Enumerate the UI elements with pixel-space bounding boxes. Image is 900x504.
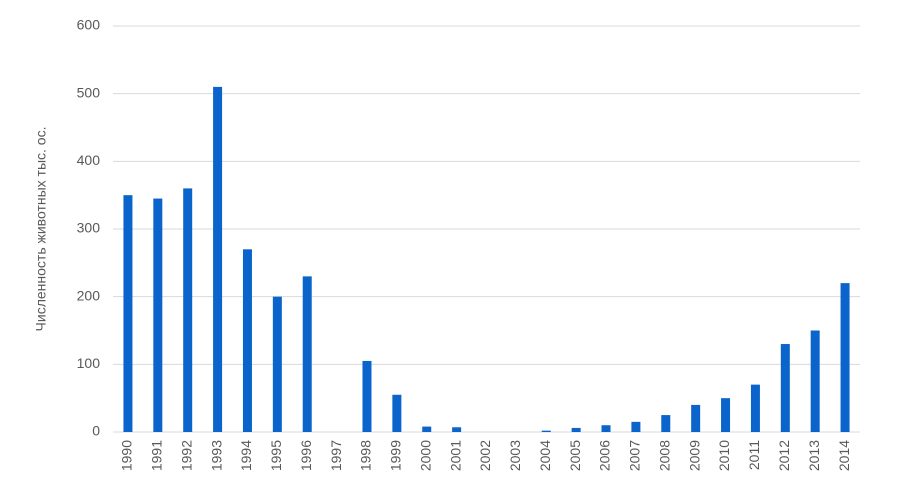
y-tick-label: 300	[77, 220, 101, 236]
x-tick-label: 2013	[806, 440, 822, 471]
x-tick-label: 2010	[716, 440, 732, 471]
x-tick-label: 2001	[447, 440, 463, 471]
bar	[631, 421, 641, 432]
x-tick-label: 2012	[776, 440, 792, 471]
x-tick-label: 2003	[507, 440, 523, 471]
bar	[302, 276, 312, 432]
bar	[272, 296, 282, 432]
bar	[392, 394, 402, 432]
x-tick-label: 1995	[268, 440, 284, 471]
y-tick-label: 100	[77, 355, 101, 371]
y-tick-label: 400	[77, 152, 101, 168]
bar	[840, 283, 850, 432]
bar	[213, 86, 223, 433]
x-tick-label: 1998	[358, 440, 374, 471]
x-tick-label: 1991	[149, 440, 165, 471]
bar	[721, 398, 731, 432]
bar	[123, 195, 133, 432]
x-tick-label: 2005	[567, 440, 583, 471]
x-tick-label: 2004	[537, 440, 553, 471]
y-tick-label: 600	[77, 17, 101, 33]
x-tick-label: 2006	[597, 440, 613, 471]
x-tick-label: 2014	[836, 440, 852, 471]
x-tick-label: 2000	[417, 440, 433, 471]
y-tick-label: 500	[77, 84, 101, 100]
x-tick-label: 1997	[328, 440, 344, 471]
x-tick-label: 2011	[746, 440, 762, 470]
bar	[362, 360, 372, 432]
x-tick-label: 2008	[656, 440, 672, 471]
x-tick-label: 2009	[686, 440, 702, 471]
bar	[422, 426, 432, 432]
x-tick-label: 1999	[388, 440, 404, 471]
bar	[601, 425, 611, 432]
x-tick-label: 1994	[238, 440, 254, 471]
x-tick-label: 1993	[208, 440, 224, 471]
x-tick-label: 2002	[477, 440, 493, 471]
bar	[571, 427, 581, 432]
bar	[153, 198, 163, 432]
y-tick-label: 200	[77, 287, 101, 303]
x-tick-label: 1990	[119, 440, 135, 471]
bar	[452, 427, 462, 432]
bar	[780, 344, 790, 432]
y-tick-label: 0	[92, 423, 100, 439]
bar	[242, 249, 252, 432]
x-tick-label: 1996	[298, 440, 314, 471]
bar	[183, 188, 193, 432]
bar	[691, 404, 701, 432]
x-tick-label: 2007	[627, 440, 643, 471]
bar	[810, 330, 820, 432]
x-tick-label: 1992	[178, 440, 194, 471]
bar	[541, 430, 551, 432]
bar	[661, 415, 671, 432]
y-axis-label: Численность животных тыс. ос.	[33, 127, 49, 332]
bar	[750, 384, 760, 432]
